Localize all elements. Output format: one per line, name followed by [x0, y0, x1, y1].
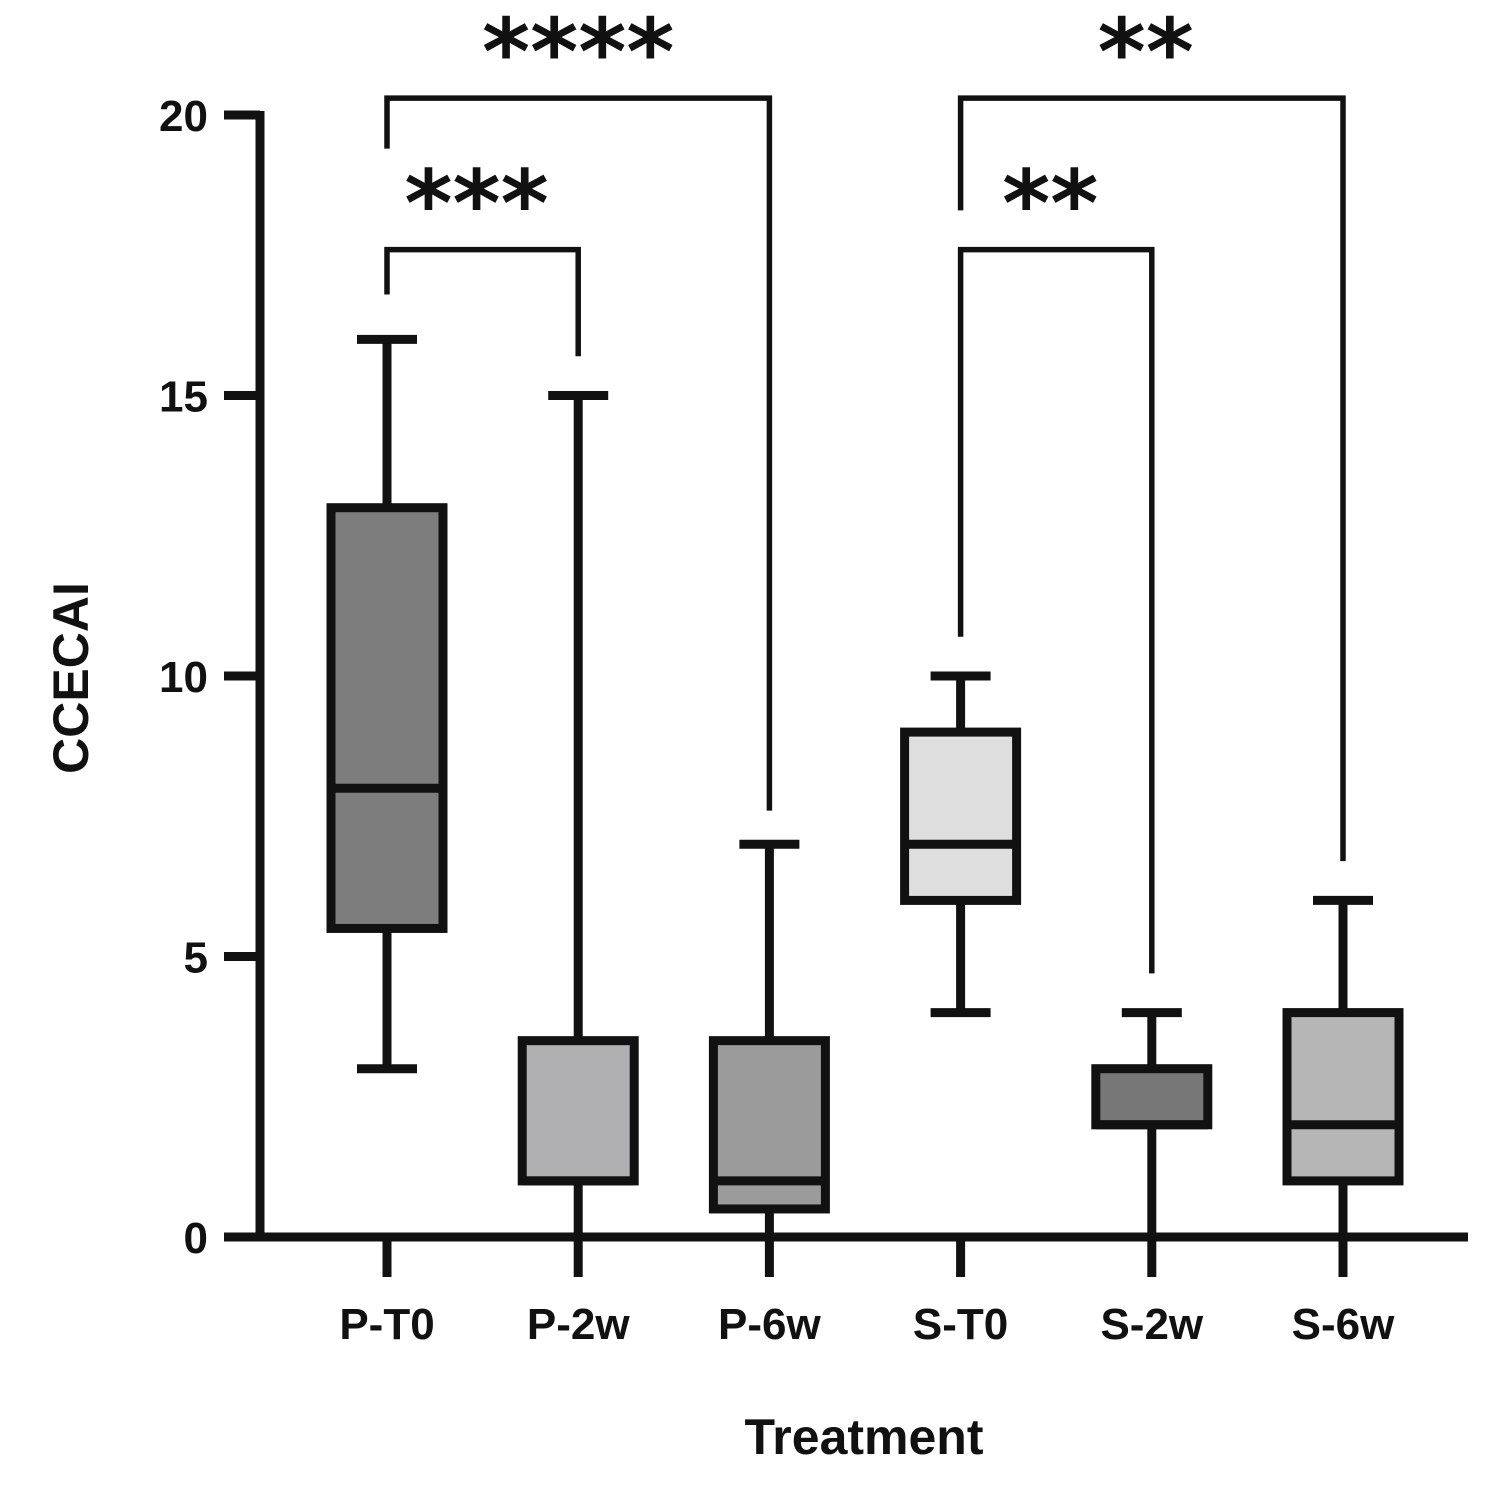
y-tick-label-10: 10 [159, 653, 208, 702]
box-P-6w [708, 839, 830, 1237]
significance-label-P-T0-P-6w: **** [482, 0, 674, 106]
significance-label-P-T0-P-2w: *** [404, 151, 548, 258]
iqr-box-P-T0 [326, 503, 448, 933]
significance-bracket-P-T0-P-2w: *** [384, 151, 581, 357]
y-tick-label-20: 20 [159, 92, 208, 141]
x-axis: P-T0 P-2w P-6w S-T0 S-2w S-6w [255, 1232, 1468, 1349]
significance-label-S-T0-S-2w: ** [1002, 151, 1098, 258]
iqr-box-S-2w [1091, 1064, 1213, 1130]
x-tick-label-S-T0: S-T0 [913, 1300, 1008, 1349]
y-axis-title: CCECAI [43, 582, 99, 774]
box-S-2w [1091, 1008, 1213, 1237]
x-tick-label-S-6w: S-6w [1292, 1300, 1395, 1349]
bracket-line-S-T0-S-2w [957, 246, 1155, 974]
significance-bracket-S-T0-S-6w: ** [957, 0, 1346, 862]
x-tick-label-P-T0: P-T0 [339, 1300, 434, 1349]
bracket-line-S-T0-S-6w [957, 95, 1346, 862]
y-tick-label-5: 5 [184, 934, 208, 983]
y-tick-label-15: 15 [159, 373, 208, 422]
iqr-box-S-T0 [900, 727, 1022, 905]
box-P-2w [517, 391, 639, 1237]
y-axis: 0 5 10 15 20 [159, 92, 265, 1263]
iqr-box-P-2w [517, 1036, 639, 1186]
significance-bracket-S-T0-S-2w: ** [957, 151, 1155, 974]
box-S-T0 [900, 671, 1022, 1018]
significance-bracket-P-T0-P-6w: **** [384, 0, 773, 811]
x-axis-title: Treatment [745, 1409, 984, 1465]
x-tick-label-S-2w: S-2w [1100, 1300, 1203, 1349]
bracket-line-P-T0-P-6w [384, 95, 773, 811]
y-tick-label-0: 0 [184, 1214, 208, 1263]
plot-area [326, 334, 1404, 1237]
significance-brackets: *********** [384, 0, 1346, 974]
bracket-line-P-T0-P-2w [384, 246, 581, 357]
x-tick-label-P-6w: P-6w [718, 1300, 821, 1349]
box-S-6w [1282, 895, 1404, 1237]
iqr-box-S-6w [1282, 1008, 1404, 1186]
x-tick-label-P-2w: P-2w [527, 1300, 630, 1349]
significance-label-S-T0-S-6w: ** [1098, 0, 1194, 106]
box-P-T0 [326, 334, 448, 1074]
